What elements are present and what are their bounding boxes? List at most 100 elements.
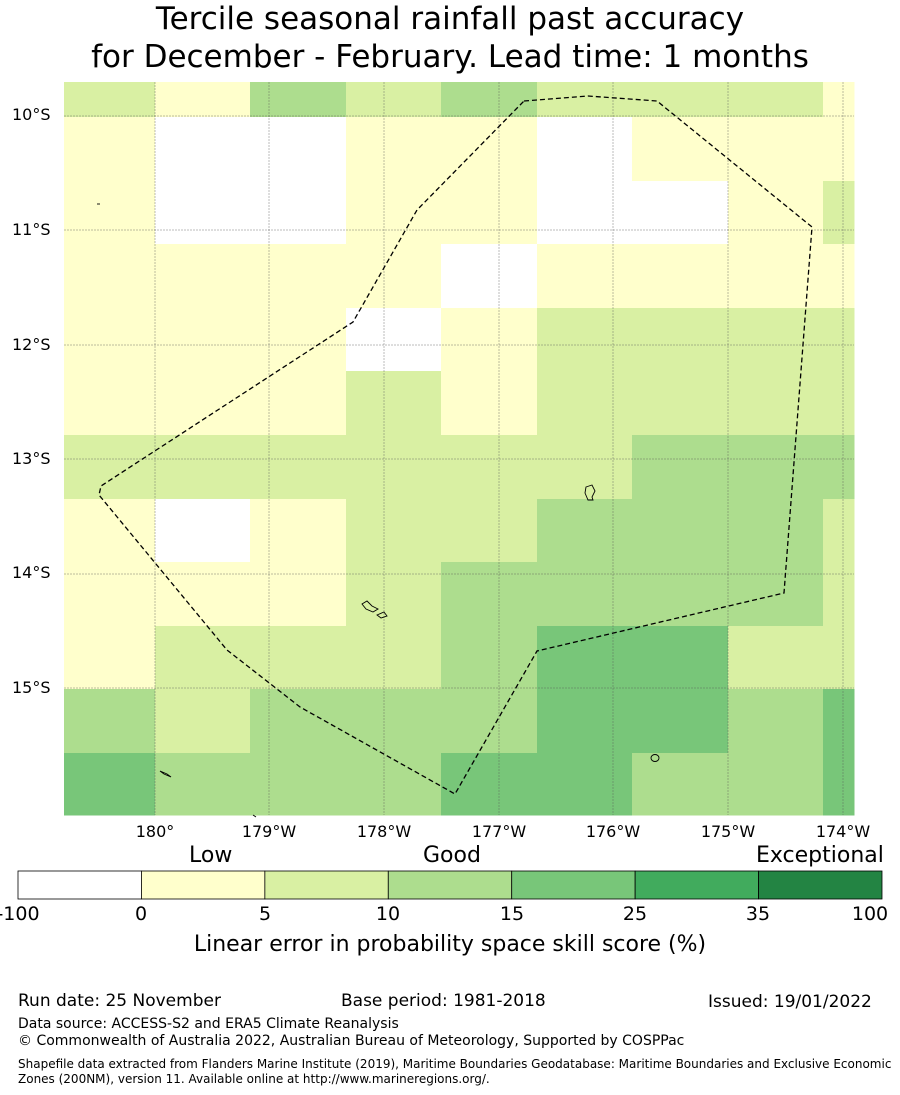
- grid-cell: [728, 82, 824, 118]
- grid-cell: [537, 435, 633, 500]
- lat-label-12s: 12°S: [12, 335, 51, 354]
- data-source: Data source: ACCESS-S2 and ERA5 Climate …: [18, 1016, 399, 1032]
- copyright: © Commonwealth of Australia 2022, Austra…: [18, 1033, 685, 1049]
- grid-cell: [250, 371, 347, 436]
- grid-cell: [441, 371, 538, 436]
- grid-cell: [155, 82, 251, 118]
- grid-cell: [537, 308, 633, 372]
- grid-cell: [346, 371, 442, 436]
- lon-label-175w: 175°W: [700, 822, 756, 841]
- grid-cell: [64, 371, 156, 436]
- grid-cell: [155, 562, 251, 627]
- grid-cell: [537, 82, 633, 118]
- lat-label-15s: 15°S: [12, 678, 51, 697]
- grid-cell: [632, 308, 729, 372]
- grid-cell: [537, 117, 633, 182]
- grid-cell: [823, 117, 855, 182]
- grid-cell: [537, 562, 633, 627]
- grid-cell: [823, 308, 855, 372]
- grid-cell: [155, 499, 251, 563]
- grid-cell: [250, 181, 347, 245]
- grid-cell: [250, 435, 347, 500]
- colorbar-tick: 100: [851, 903, 889, 925]
- grid-cell: [728, 435, 824, 500]
- grid-cell: [64, 689, 156, 754]
- lat-label-11s: 11°S: [12, 220, 51, 239]
- grid-cell: [64, 244, 156, 309]
- grid-cell: [441, 181, 538, 245]
- colorbar-category-good: Good: [423, 843, 481, 868]
- grid-cell: [346, 626, 442, 690]
- grid-cell: [64, 82, 156, 118]
- grid-cell: [64, 753, 156, 816]
- island-4: [650, 754, 660, 762]
- grid-cell: [632, 181, 729, 245]
- colorbar-tick: 10: [375, 903, 401, 925]
- grid-cell: [155, 753, 251, 816]
- grid-cell: [346, 181, 442, 245]
- grid-cell: [441, 244, 538, 309]
- grid-cell: [632, 753, 729, 816]
- colorbar-tick: -100: [0, 903, 40, 925]
- grid-cell: [632, 371, 729, 436]
- islands: [97, 203, 660, 818]
- grid-cell: [728, 181, 824, 245]
- lat-label-14s: 14°S: [12, 563, 51, 582]
- grid-cell: [728, 117, 824, 182]
- grid-cell: [346, 562, 442, 627]
- grid-cell: [346, 435, 442, 500]
- grid-cell: [64, 117, 156, 182]
- grid-cell: [250, 499, 347, 563]
- grid-cell: [155, 244, 251, 309]
- grid-cell: [728, 244, 824, 309]
- grid-cell: [346, 117, 442, 182]
- island-2: [361, 600, 379, 613]
- grid-cell: [537, 371, 633, 436]
- grid-cell: [441, 753, 538, 816]
- grid-cell: [441, 499, 538, 563]
- island-3: [376, 611, 388, 619]
- grid-cell: [155, 308, 251, 372]
- colorbar-tick: 5: [258, 903, 272, 925]
- map-gridlines: [64, 82, 854, 815]
- grid-cell: [441, 562, 538, 627]
- grid-cell: [632, 435, 729, 500]
- grid-cell: [537, 499, 633, 563]
- lon-label-178w: 178°W: [356, 822, 412, 841]
- grid-cell: [250, 626, 347, 690]
- grid-cell: [537, 181, 633, 245]
- lat-label-13s: 13°S: [12, 449, 51, 468]
- grid-cell: [64, 499, 156, 563]
- colorbar-tick: 0: [134, 903, 148, 925]
- colorbar-segment: [758, 870, 883, 900]
- colorbar-tick: 25: [622, 903, 648, 925]
- grid-cell: [823, 626, 855, 690]
- grid-cell: [64, 435, 156, 500]
- colorbar-segment: [141, 870, 266, 900]
- grid-cell: [441, 308, 538, 372]
- island-5: [159, 770, 172, 778]
- colorbar-segment: [264, 870, 389, 900]
- grid-cell: [346, 82, 442, 118]
- grid-cell: [250, 753, 347, 816]
- grid-cell: [632, 626, 729, 690]
- grid-cell: [632, 562, 729, 627]
- lon-label-180: 180°: [135, 822, 175, 841]
- grid-cell: [823, 181, 855, 245]
- grid-cell: [728, 753, 824, 816]
- grid-cell: [250, 117, 347, 182]
- grid-cell: [728, 562, 824, 627]
- colorbar-segment: [17, 870, 142, 900]
- issued-date: Issued: 19/01/2022: [708, 992, 872, 1012]
- colorbar-label: Linear error in probability space skill …: [193, 932, 707, 957]
- grid-cell: [823, 82, 855, 118]
- grid-cell: [64, 562, 156, 627]
- grid-cell: [155, 689, 251, 754]
- grid-cell: [537, 689, 633, 754]
- run-date: Run date: 25 November: [18, 991, 221, 1011]
- grid-cell: [64, 181, 156, 245]
- grid-cell: [346, 244, 442, 309]
- grid-cell: [250, 82, 347, 118]
- island-1: [584, 484, 596, 501]
